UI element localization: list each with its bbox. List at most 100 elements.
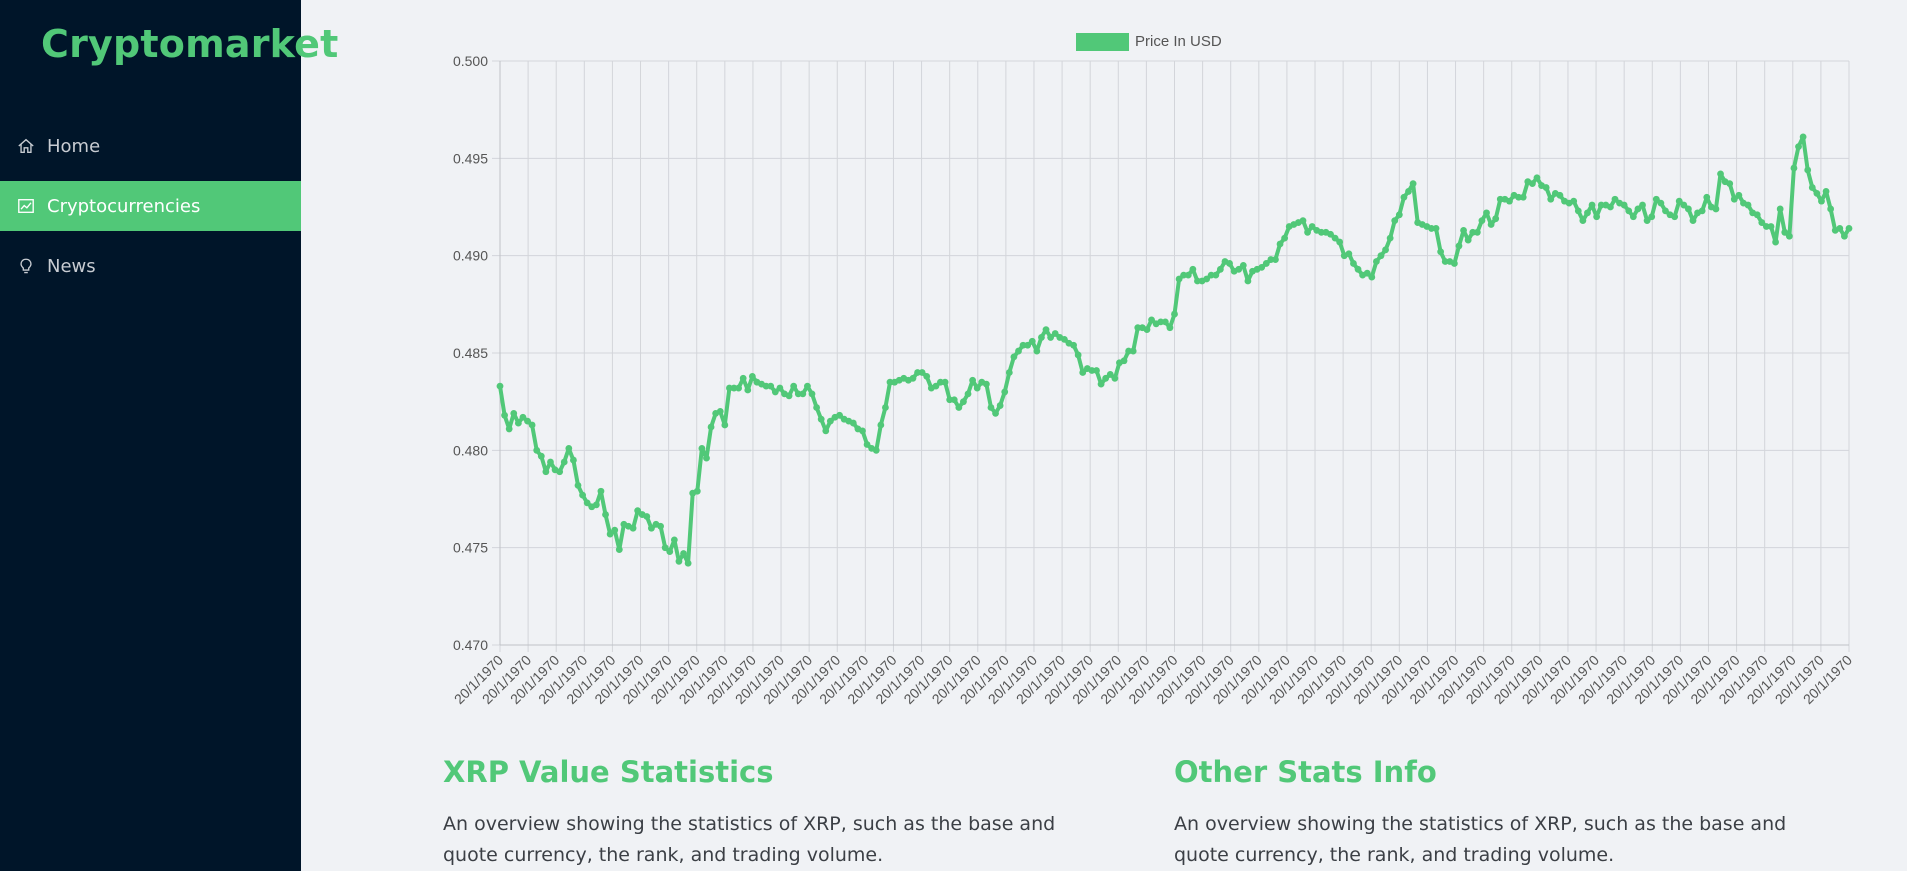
data-point[interactable] (547, 458, 554, 466)
data-point[interactable] (501, 411, 508, 419)
data-point[interactable] (1024, 341, 1032, 349)
data-point[interactable] (744, 386, 752, 394)
data-point[interactable] (721, 421, 729, 429)
data-point[interactable] (1772, 238, 1779, 246)
data-point[interactable] (611, 526, 619, 534)
data-point[interactable] (1758, 219, 1766, 226)
data-point[interactable] (1483, 209, 1490, 217)
data-point[interactable] (1620, 201, 1628, 209)
data-point[interactable] (1377, 252, 1385, 260)
data-point[interactable] (1730, 195, 1738, 203)
data-point[interactable] (533, 446, 541, 454)
data-point[interactable] (666, 548, 674, 555)
data-point[interactable] (992, 409, 999, 417)
data-point[interactable] (1391, 217, 1399, 225)
data-point[interactable] (813, 404, 821, 411)
data-point[interactable] (1368, 273, 1376, 281)
data-point[interactable] (826, 417, 834, 425)
data-point[interactable] (1336, 238, 1344, 246)
data-point[interactable] (1331, 234, 1339, 242)
data-point[interactable] (918, 369, 926, 376)
data-point[interactable] (661, 544, 669, 552)
data-point[interactable] (707, 423, 715, 431)
data-point[interactable] (560, 458, 568, 466)
data-point[interactable] (505, 425, 513, 433)
data-point[interactable] (1171, 310, 1178, 318)
data-point[interactable] (1212, 271, 1220, 279)
data-point[interactable] (565, 444, 573, 452)
data-point[interactable] (1093, 367, 1100, 374)
data-point[interactable] (1129, 347, 1137, 355)
data-point[interactable] (1634, 205, 1642, 213)
data-point[interactable] (524, 417, 531, 425)
data-point[interactable] (748, 372, 756, 380)
data-point[interactable] (808, 390, 816, 398)
data-point[interactable] (1818, 197, 1825, 205)
data-point[interactable] (923, 372, 931, 380)
data-point[interactable] (955, 404, 963, 411)
data-point[interactable] (1753, 211, 1761, 219)
data-point[interactable] (882, 404, 889, 411)
data-point[interactable] (597, 487, 605, 495)
data-point[interactable] (1281, 234, 1289, 242)
data-point[interactable] (739, 374, 747, 382)
data-point[interactable] (698, 444, 706, 452)
data-point[interactable] (583, 499, 591, 507)
data-point[interactable] (1226, 260, 1233, 267)
data-point[interactable] (1409, 180, 1417, 188)
data-point[interactable] (964, 390, 972, 398)
data-point[interactable] (1327, 230, 1334, 238)
data-point[interactable] (1519, 193, 1527, 201)
data-point[interactable] (1239, 262, 1247, 269)
data-point[interactable] (1074, 351, 1082, 359)
data-point[interactable] (1703, 193, 1711, 201)
brand-logo[interactable]: Cryptomarket (41, 22, 339, 66)
data-point[interactable] (1304, 228, 1311, 236)
data-point[interactable] (570, 456, 577, 464)
data-point[interactable] (1657, 199, 1665, 207)
data-point[interactable] (822, 427, 830, 435)
data-point[interactable] (790, 382, 798, 390)
data-point[interactable] (602, 511, 609, 518)
data-point[interactable] (1203, 275, 1211, 283)
data-point[interactable] (542, 468, 550, 476)
data-point[interactable] (1262, 260, 1270, 267)
data-point[interactable] (863, 441, 871, 448)
data-point[interactable] (1272, 256, 1279, 263)
data-point[interactable] (909, 374, 917, 382)
data-point[interactable] (1767, 223, 1775, 230)
data-point[interactable] (1060, 335, 1068, 343)
data-point[interactable] (1047, 334, 1055, 341)
data-point[interactable] (1460, 226, 1467, 234)
data-point[interactable] (1639, 201, 1646, 209)
data-point[interactable] (519, 413, 527, 421)
data-point[interactable] (1611, 195, 1619, 203)
data-point[interactable] (1680, 201, 1688, 209)
data-point[interactable] (684, 559, 692, 567)
data-point[interactable] (528, 421, 536, 429)
data-point[interactable] (514, 419, 522, 427)
data-point[interactable] (579, 491, 586, 499)
data-point[interactable] (1382, 246, 1389, 254)
data-point[interactable] (1744, 201, 1752, 209)
data-point[interactable] (1455, 242, 1463, 250)
data-point[interactable] (1395, 211, 1403, 219)
data-point[interactable] (969, 376, 977, 384)
data-point[interactable] (1042, 326, 1050, 334)
data-point[interactable] (1405, 188, 1412, 195)
data-point[interactable] (1354, 265, 1362, 273)
data-point[interactable] (537, 452, 545, 460)
data-point[interactable] (1795, 143, 1802, 151)
data-point[interactable] (799, 390, 807, 398)
data-point[interactable] (1010, 353, 1018, 361)
data-point[interactable] (1276, 240, 1284, 248)
data-point[interactable] (849, 419, 857, 427)
data-point[interactable] (1432, 225, 1440, 232)
data-point[interactable] (657, 522, 664, 530)
data-point[interactable] (1836, 225, 1844, 232)
data-point[interactable] (1735, 191, 1743, 199)
data-point[interactable] (1070, 341, 1077, 349)
data-point[interactable] (1574, 207, 1582, 215)
data-point[interactable] (1079, 369, 1087, 376)
data-point[interactable] (1717, 170, 1724, 178)
